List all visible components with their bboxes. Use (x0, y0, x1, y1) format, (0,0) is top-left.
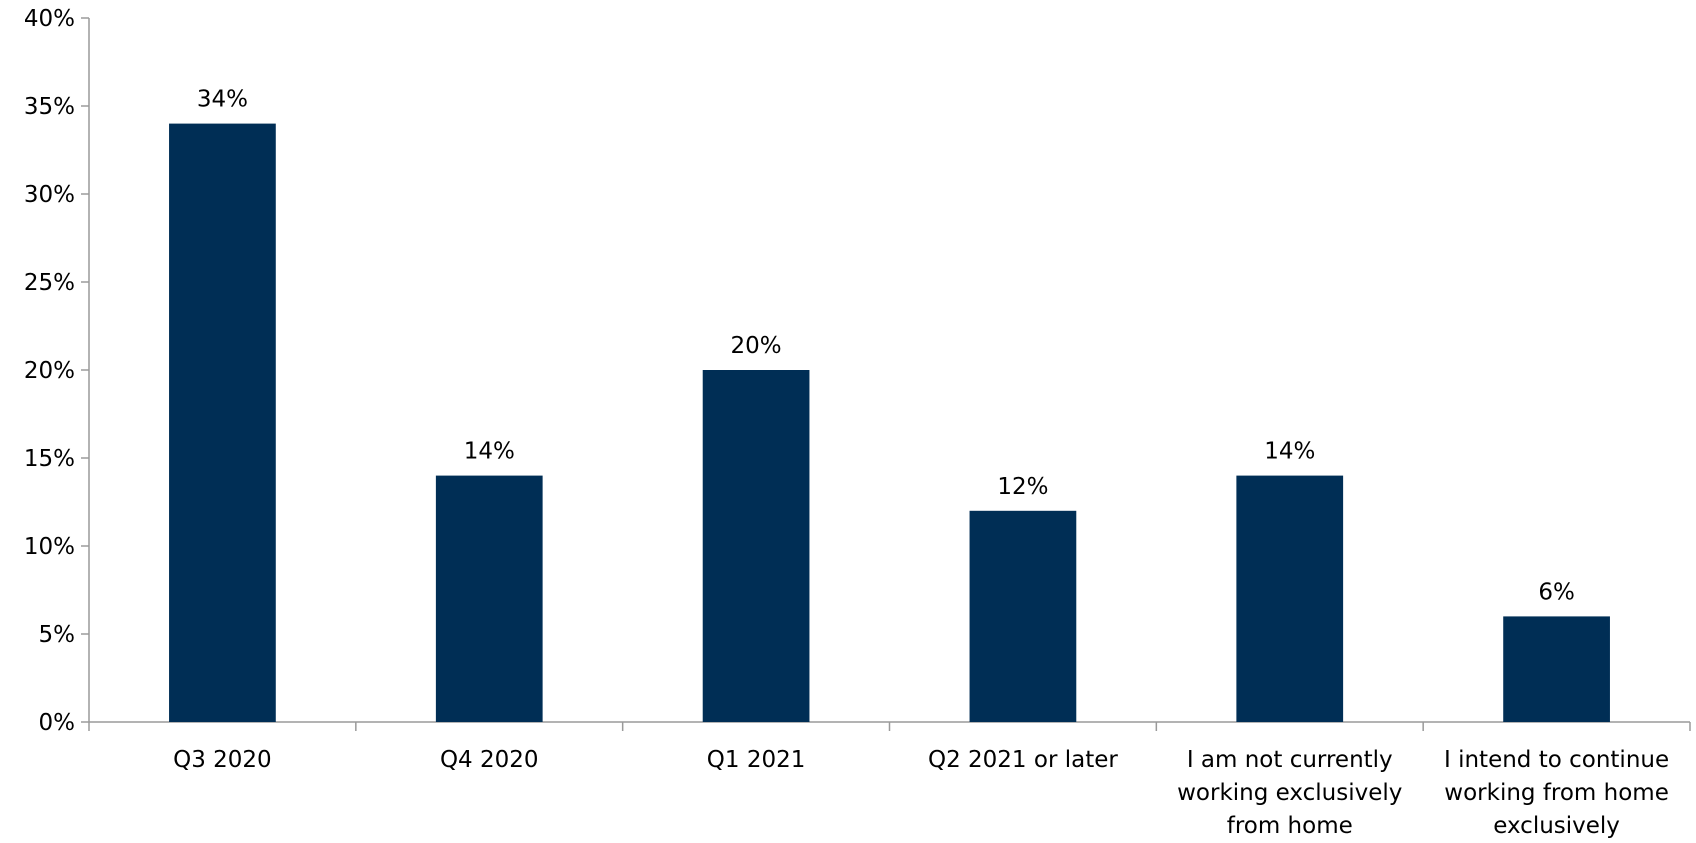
data-label: 20% (731, 333, 782, 359)
x-tick-label: I am not currently (1187, 747, 1393, 773)
y-tick-label: 20% (24, 358, 75, 384)
x-tick-label: from home (1227, 813, 1353, 839)
y-tick-label: 40% (24, 6, 75, 32)
bar (702, 370, 810, 722)
x-tick-label: working exclusively (1177, 780, 1402, 806)
data-label: 34% (197, 87, 248, 113)
data-label: 14% (1264, 439, 1315, 465)
bar (169, 123, 276, 723)
bar (1503, 616, 1610, 722)
y-tick-label: 35% (24, 94, 75, 120)
data-label: 14% (464, 439, 515, 465)
x-tick-label: Q1 2021 (707, 747, 806, 773)
bar (1236, 475, 1344, 722)
y-tick-label: 15% (24, 446, 75, 472)
x-tick-label: Q2 2021 or later (928, 747, 1118, 773)
x-tick-label: exclusively (1493, 813, 1620, 839)
x-tick-label: Q4 2020 (440, 747, 539, 773)
y-tick-label: 25% (24, 270, 75, 296)
data-label: 12% (997, 474, 1048, 500)
y-tick-label: 5% (39, 622, 76, 648)
y-tick-label: 10% (24, 534, 75, 560)
bar (435, 475, 543, 722)
y-tick-label: 30% (24, 182, 75, 208)
x-tick-label: working from home (1444, 780, 1669, 806)
x-tick-label: Q3 2020 (173, 747, 272, 773)
bar (969, 510, 1077, 722)
x-tick-label: I intend to continue (1444, 747, 1669, 773)
data-label: 6% (1538, 579, 1575, 605)
y-tick-label: 0% (39, 710, 76, 736)
